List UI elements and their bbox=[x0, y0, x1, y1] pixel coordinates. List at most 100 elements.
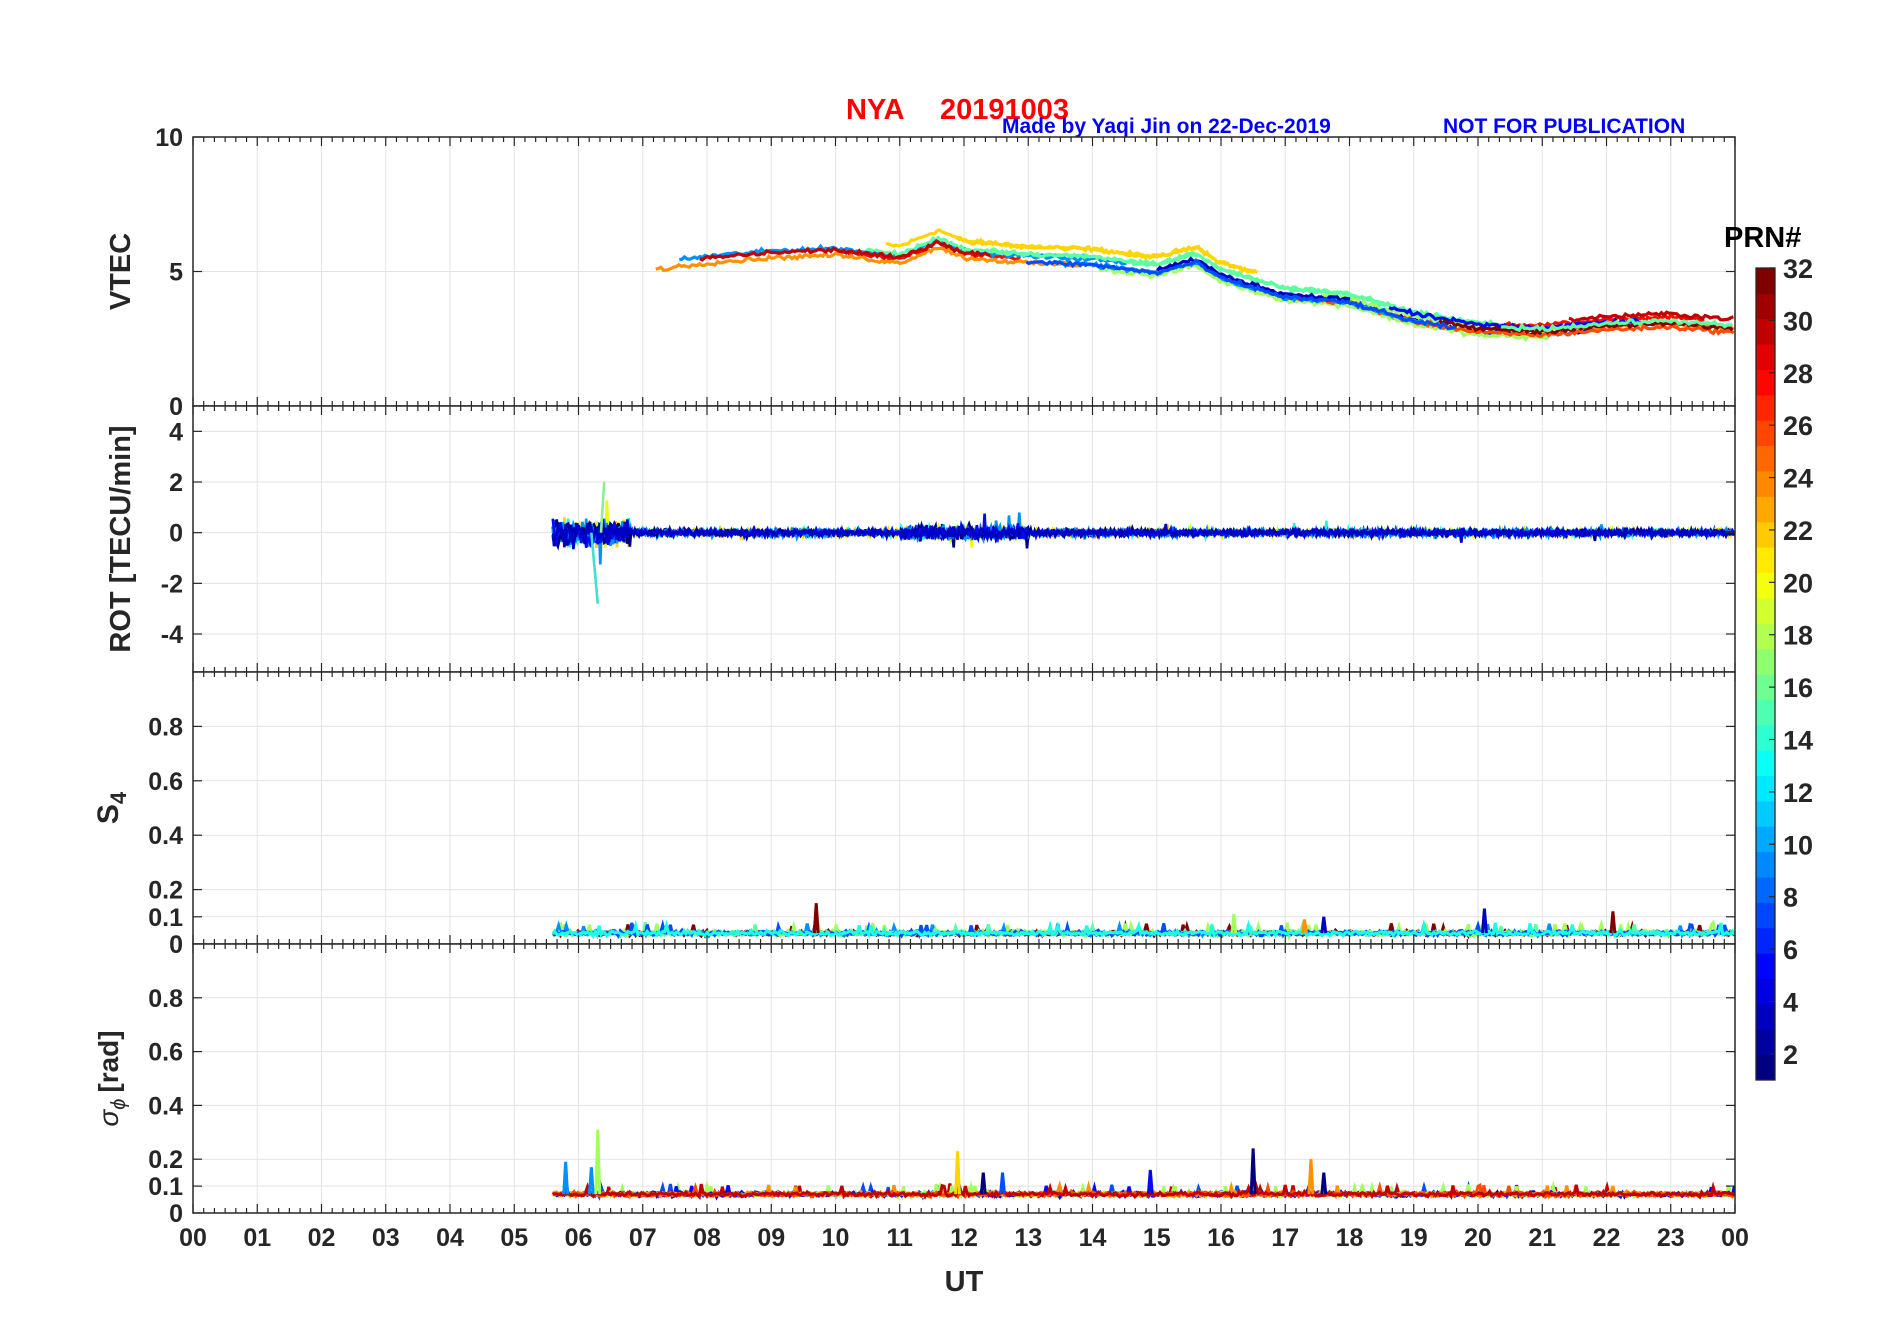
colorbar-swatch bbox=[1756, 521, 1775, 548]
x-tick-label: 14 bbox=[1079, 1224, 1107, 1252]
colorbar-tick-label: 12 bbox=[1783, 778, 1813, 808]
x-tick-label: 02 bbox=[308, 1224, 336, 1252]
colorbar-tick-label: 20 bbox=[1783, 568, 1813, 598]
colorbar-swatch bbox=[1756, 344, 1775, 370]
chart-title-station: NYA bbox=[846, 94, 905, 126]
y-axis-label: σϕ [rad] bbox=[93, 1030, 130, 1126]
panel-rot: -4 -2 0 2 4 ROT [TECU/min] bbox=[105, 405, 1736, 673]
colorbar-swatch bbox=[1756, 826, 1775, 853]
chart-notice: NOT FOR PUBLICATION bbox=[1443, 115, 1686, 138]
scint-spike bbox=[1609, 911, 1617, 934]
chart-credit: Made by Yaqi Jin on 22-Dec-2019 bbox=[1002, 115, 1331, 138]
colorbar-swatch bbox=[1756, 953, 1775, 979]
vtec-series-line bbox=[1568, 310, 1735, 324]
x-tick-label: 13 bbox=[1014, 1224, 1042, 1252]
x-tick-label: 08 bbox=[693, 1224, 721, 1252]
y-tick-label: -2 bbox=[161, 570, 183, 598]
panel-s4: 00.10.2 0.4 0.6 0.8 S4 bbox=[92, 671, 1736, 959]
scint-spike bbox=[1301, 919, 1308, 934]
x-tick-label: 00 bbox=[179, 1224, 207, 1252]
colorbar-tick-label: 30 bbox=[1783, 306, 1813, 336]
y-tick-label: 0 bbox=[169, 1200, 183, 1228]
y-axis-label: S4 bbox=[92, 791, 131, 824]
scint-series-line bbox=[552, 1180, 1735, 1201]
scint-spike bbox=[1481, 908, 1488, 934]
y-tick-label: 0.1 bbox=[148, 1173, 183, 1201]
y-tick-label: 0.8 bbox=[148, 713, 183, 741]
data-layer bbox=[551, 481, 1735, 604]
y-tick-label: 10 bbox=[155, 124, 183, 152]
vtec-series-line bbox=[953, 234, 1258, 274]
colorbar-swatch bbox=[1756, 1003, 1775, 1030]
x-tick-label: 22 bbox=[1593, 1224, 1621, 1252]
panel-sigma-phi: 00.10.2 0.4 0.6 0.8 σϕ [rad] bbox=[93, 943, 1736, 1228]
colorbar-swatch bbox=[1756, 775, 1775, 802]
y-tick-label: 0.2 bbox=[148, 877, 183, 905]
scint-spike bbox=[999, 1172, 1006, 1195]
colorbar-tick-label: 16 bbox=[1783, 673, 1813, 703]
y-tick-label: 4 bbox=[169, 418, 183, 446]
y-tick-label: 0.6 bbox=[148, 1039, 183, 1067]
scint-spike bbox=[594, 1129, 602, 1195]
colorbar-swatch bbox=[1756, 420, 1775, 447]
x-tick-label: 03 bbox=[372, 1224, 400, 1252]
panel-vtec: 0 5 10 VTEC bbox=[105, 124, 1736, 421]
scint-spike bbox=[562, 1161, 570, 1195]
x-tick-label: 01 bbox=[243, 1224, 271, 1252]
colorbar-swatch bbox=[1756, 496, 1775, 523]
colorbar-swatch bbox=[1756, 623, 1775, 650]
y-tick-label: 0.1 bbox=[148, 904, 183, 932]
x-tick-label: 23 bbox=[1657, 1224, 1685, 1252]
x-tick-label: 05 bbox=[500, 1224, 528, 1252]
colorbar-swatch bbox=[1756, 293, 1775, 320]
y-tick-label: -4 bbox=[161, 621, 183, 649]
colorbar-swatch bbox=[1756, 597, 1775, 624]
x-tick-label: 04 bbox=[436, 1224, 464, 1252]
scint-spike bbox=[812, 903, 820, 934]
sigma-symbol: σ bbox=[93, 1109, 124, 1127]
rot-dip bbox=[590, 532, 600, 604]
y-tick-label: 0.8 bbox=[148, 985, 183, 1013]
vtec-series-line bbox=[1025, 258, 1457, 331]
colorbar-tick-label: 10 bbox=[1783, 830, 1813, 860]
phi-subscript: ϕ bbox=[108, 1099, 130, 1110]
y-tick-label: 0 bbox=[169, 393, 183, 421]
y-tick-label: 0 bbox=[169, 931, 183, 959]
x-tick-label: 12 bbox=[950, 1224, 978, 1252]
y-tick-label: 2 bbox=[169, 469, 183, 497]
colorbar-swatch bbox=[1756, 471, 1775, 497]
scint-spike bbox=[1320, 916, 1328, 934]
colorbar-title: PRN# bbox=[1724, 222, 1801, 254]
scint-spike bbox=[1146, 1169, 1154, 1195]
colorbar-swatch bbox=[1756, 674, 1775, 700]
colorbar-tick-label: 2 bbox=[1783, 1040, 1798, 1070]
colorbar-swatch bbox=[1756, 902, 1775, 929]
x-tick-label: 15 bbox=[1143, 1224, 1171, 1252]
data-layer bbox=[655, 228, 1735, 343]
colorbar-swatch bbox=[1756, 851, 1775, 878]
colorbar-swatch bbox=[1756, 318, 1775, 345]
x-tick-label: 17 bbox=[1271, 1224, 1299, 1252]
x-tick-label: 10 bbox=[822, 1224, 850, 1252]
colorbar-swatch bbox=[1756, 978, 1775, 1005]
scint-spike bbox=[1320, 1172, 1328, 1195]
colorbar-tick-label: 8 bbox=[1783, 883, 1798, 913]
x-tick-label: 11 bbox=[887, 1224, 914, 1252]
colorbar-tick-label: 22 bbox=[1783, 516, 1813, 546]
y-tick-label: 0.6 bbox=[148, 768, 183, 796]
colorbar-tick-label: 28 bbox=[1783, 359, 1813, 389]
colorbar-tick-label: 14 bbox=[1783, 725, 1813, 755]
scint-spike bbox=[1307, 1159, 1315, 1195]
scint-series-line bbox=[551, 919, 1735, 940]
colorbar-swatch bbox=[1756, 927, 1775, 954]
x-tick-label: 07 bbox=[629, 1224, 657, 1252]
vtec-series-line bbox=[1098, 263, 1550, 343]
y-tick-label: 0.2 bbox=[148, 1146, 183, 1174]
colorbar-swatch bbox=[1756, 394, 1775, 421]
scint-spike bbox=[587, 1167, 595, 1195]
colorbar-swatch bbox=[1756, 1054, 1775, 1081]
colorbar-swatch bbox=[1756, 1029, 1775, 1056]
y-axis-label: ROT [TECU/min] bbox=[105, 425, 137, 652]
colorbar-tick-label: 26 bbox=[1783, 411, 1813, 441]
